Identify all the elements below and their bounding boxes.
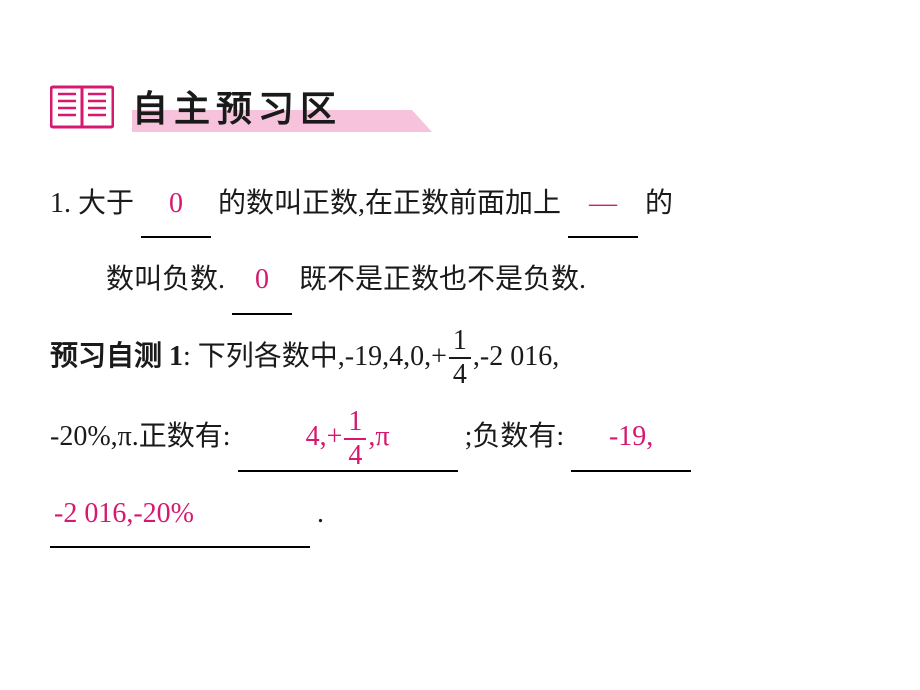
selftest-1-colon: : (183, 341, 191, 372)
item-1: 1. 大于 0 的数叫正数,在正数前面加上 — 的 (50, 172, 870, 238)
selftest-1-stem-a: 下列各数中,-19,4,0,+ (198, 341, 447, 372)
item-1-text-1: 大于 (78, 188, 134, 219)
negative-answer-part2: -2 016,-20% (54, 498, 194, 529)
item-1-answer-3: 0 (255, 264, 269, 295)
item-1-number: 1. (50, 188, 71, 219)
selftest-1: 预习自测 1: 下列各数中,-19,4,0,+ 1 4 ,-2 016, (50, 325, 870, 390)
item-1-answer-2: — (589, 188, 617, 219)
item-1-line2: 数叫负数. 0 既不是正数也不是负数. (50, 248, 870, 314)
fraction-1: 1 4 (449, 327, 471, 389)
positive-answer: 4,+ 1 4 ,π (306, 421, 390, 452)
item-1-text-4: 数叫负数. (106, 264, 225, 295)
selftest-1-mid: ;负数有: (465, 421, 565, 452)
section-title: 自主预习区 (132, 89, 342, 129)
item-1-text-5: 既不是正数也不是负数. (299, 264, 586, 295)
negative-answer-part1: -19, (609, 421, 653, 452)
selftest-1-period: . (317, 498, 324, 529)
open-book-icon (50, 82, 114, 130)
fraction-2: 1 4 (344, 408, 366, 470)
banner: 自主预习区 (132, 80, 342, 132)
item-1-text-3: 的 (645, 188, 673, 219)
fraction-2-den: 4 (344, 438, 366, 470)
positive-answer-pre: 4,+ (306, 421, 343, 452)
fraction-2-num: 1 (344, 408, 366, 438)
section-header: 自主预习区 (50, 80, 870, 132)
selftest-1-line2: -20%,π.正数有: 4,+ 1 4 ,π ;负数有: -19, (50, 405, 870, 472)
item-1-answer-1: 0 (169, 188, 183, 219)
positive-answer-post: ,π (368, 421, 389, 452)
page-content: 自主预习区 1. 大于 0 的数叫正数,在正数前面加上 — 的 数叫负数. 0 … (50, 80, 870, 558)
selftest-1-stem-c: -20%,π.正数有: (50, 421, 231, 452)
selftest-1-stem-b: ,-2 016, (473, 341, 559, 372)
fraction-1-den: 4 (449, 357, 471, 389)
fraction-1-num: 1 (449, 327, 471, 357)
item-1-text-2: 的数叫正数,在正数前面加上 (218, 188, 561, 219)
selftest-1-label: 预习自测 1 (50, 341, 183, 372)
selftest-1-line3: -2 016,-20% . (50, 482, 870, 548)
